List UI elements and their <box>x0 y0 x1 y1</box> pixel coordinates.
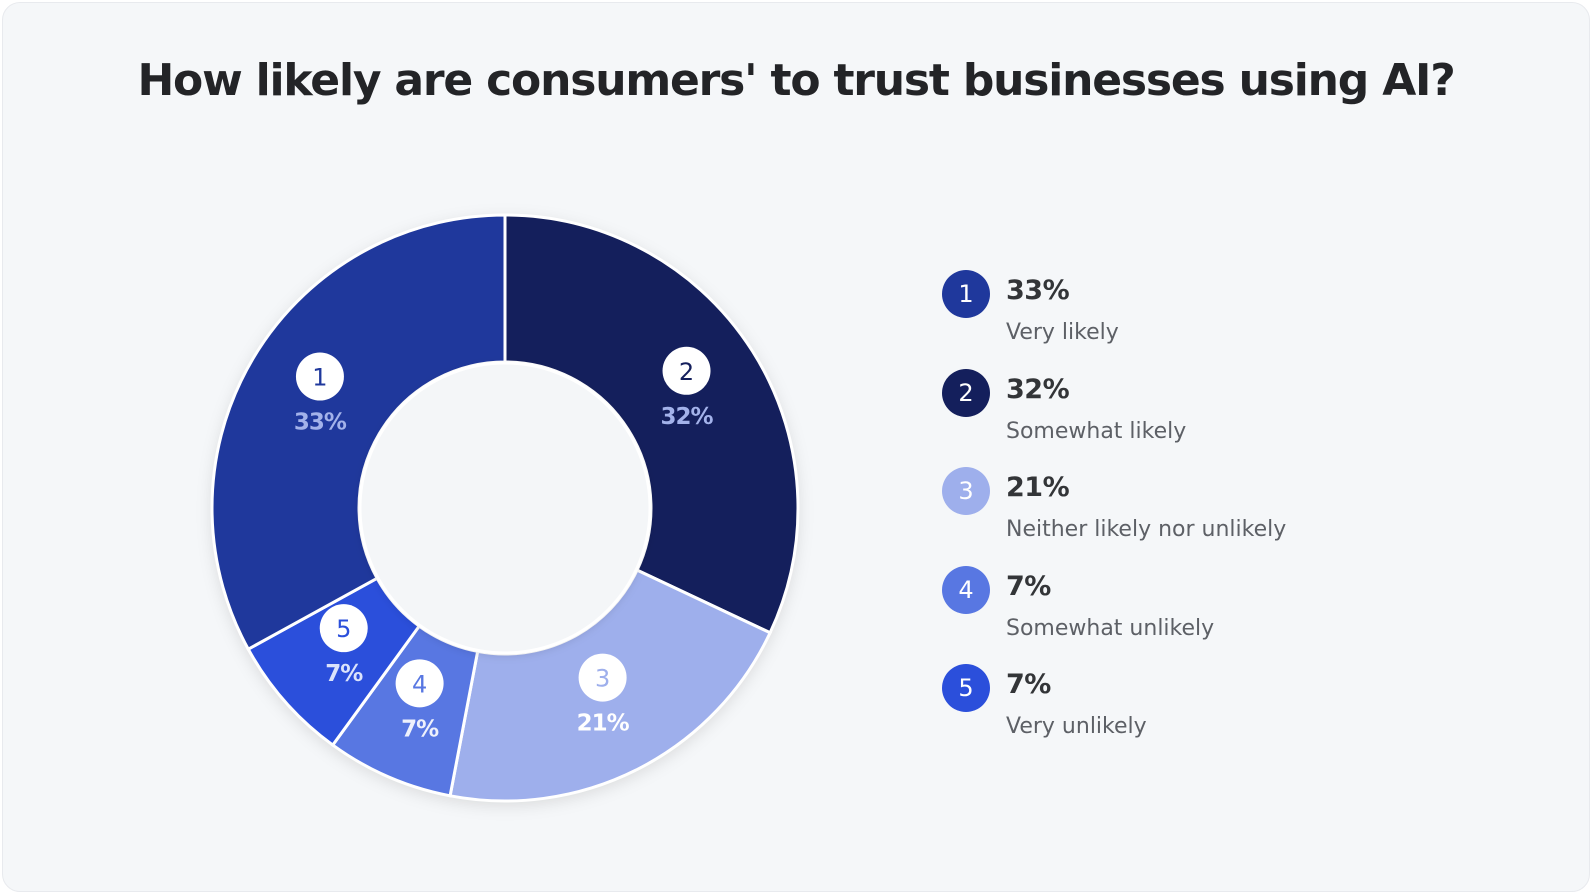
slice-badge-4 <box>395 659 444 708</box>
legend-value: 21% <box>1006 472 1070 503</box>
legend-label: Very likely <box>1006 320 1119 345</box>
slice-value-label-5: 7% <box>325 661 363 687</box>
legend-label: Very unlikely <box>1006 714 1147 739</box>
slice-badge-1 <box>295 352 344 401</box>
legend-badge: 1 <box>942 270 990 318</box>
legend-label: Somewhat unlikely <box>1006 615 1215 641</box>
legend-value: 7% <box>1006 669 1051 700</box>
legend-label: Somewhat likely <box>1006 418 1187 444</box>
legend-badge: 4 <box>942 565 990 614</box>
legend-badge: 5 <box>942 664 990 712</box>
slice-value-label-1: 33% <box>294 410 347 436</box>
slice-badge-2 <box>662 346 711 395</box>
legend-label: Neither likely nor unlikely <box>1006 517 1287 542</box>
legend-badge: 2 <box>942 368 990 417</box>
slice-number-1: 1 <box>312 364 327 392</box>
legend-value: 33% <box>1006 275 1070 306</box>
donut-hole <box>358 361 652 655</box>
slice-number-3: 3 <box>595 665 610 693</box>
slice-number-4: 4 <box>412 670 427 698</box>
legend-value: 7% <box>1006 570 1051 602</box>
slice-badge-3 <box>578 653 627 702</box>
slice-badge-5 <box>319 604 368 653</box>
slice-number-2: 2 <box>679 358 694 386</box>
slice-value-label-3: 21% <box>577 711 630 737</box>
slice-value-label-4: 7% <box>401 716 439 742</box>
legend-value: 32% <box>1006 373 1070 405</box>
slice-number-5: 5 <box>336 615 351 643</box>
slice-value-label-2: 32% <box>660 404 713 430</box>
chart-title: How likely are consumers' to trust busin… <box>137 55 1455 106</box>
legend-badge: 3 <box>942 467 990 515</box>
